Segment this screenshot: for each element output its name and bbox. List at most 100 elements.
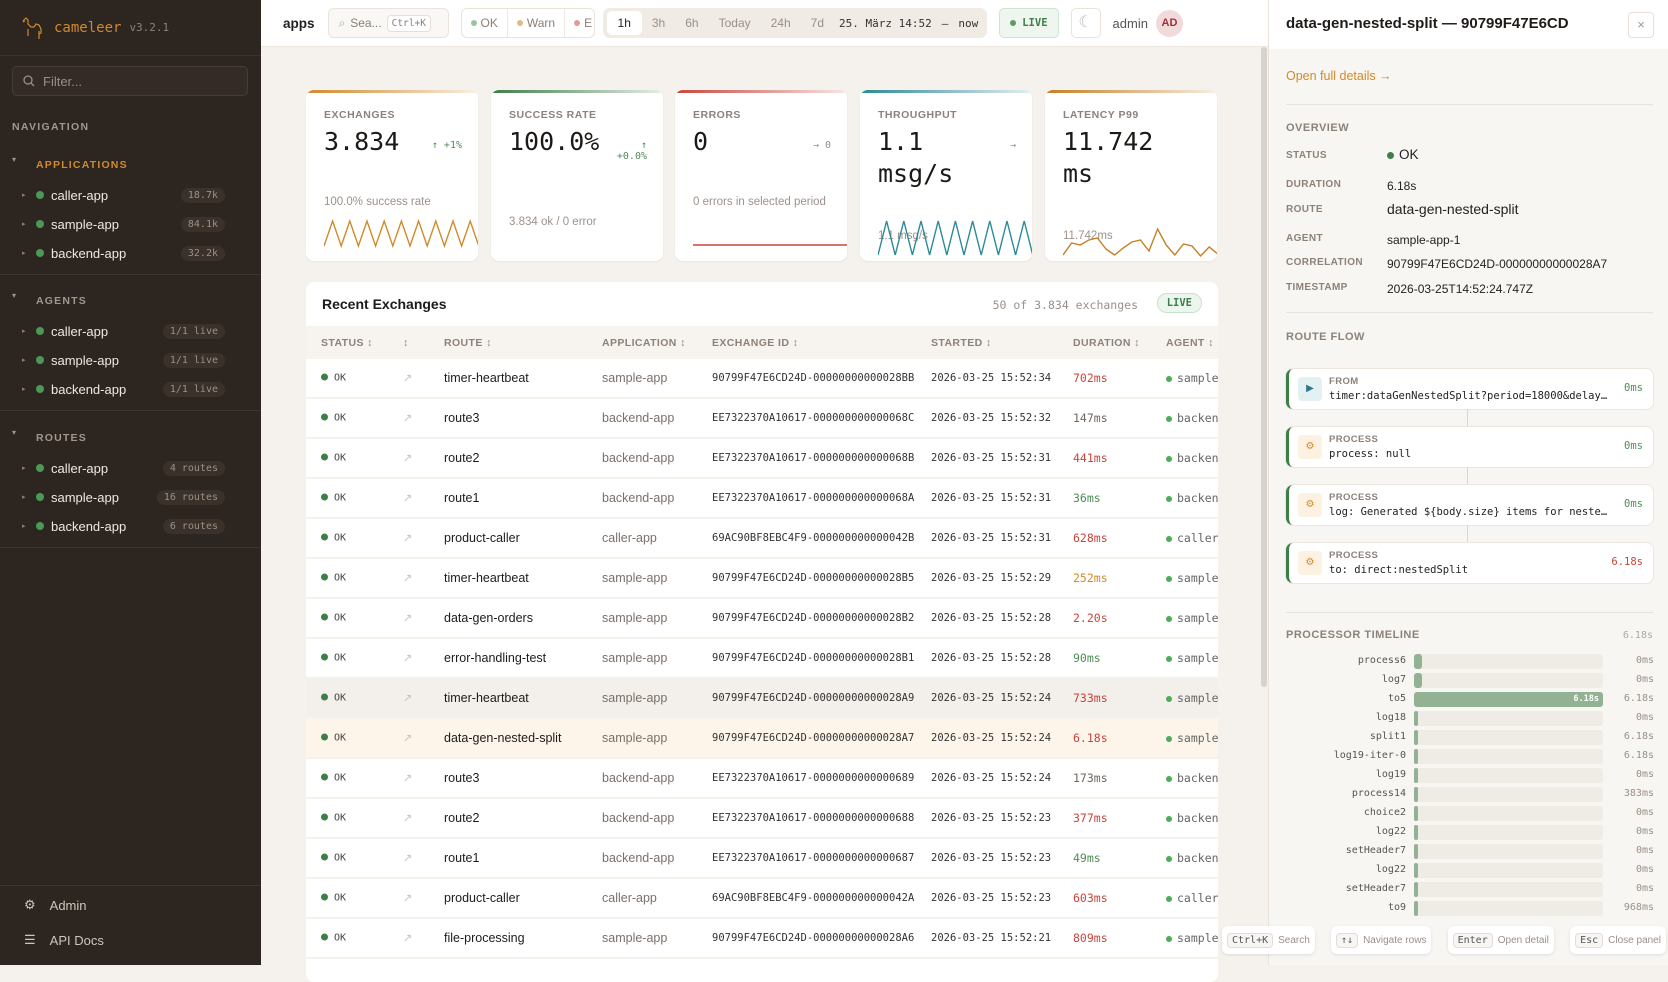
avatar[interactable]: AD [1155, 9, 1183, 37]
main-scrollbar[interactable] [1261, 47, 1267, 687]
sidebar-item-caller-app[interactable]: ▸ caller-app 1/1 live [0, 318, 261, 344]
sidebar-api-docs[interactable]: ☰ API Docs [24, 932, 104, 948]
time-range-3h[interactable]: 3h [651, 16, 666, 30]
status-filter-e[interactable]: E [565, 9, 593, 37]
collapse-caret-icon[interactable]: ▾ [12, 155, 17, 164]
breadcrumb[interactable]: apps [283, 15, 315, 31]
table-row[interactable]: OK ↗ route1 backend-app EE7322370A10617-… [306, 839, 1218, 879]
time-range-6h[interactable]: 6h [685, 16, 699, 30]
expand-caret-icon[interactable]: ▸ [22, 357, 26, 364]
live-toggle[interactable]: LIVE [999, 8, 1059, 38]
sidebar-item-backend-app[interactable]: ▸ backend-app 32.2k [0, 240, 261, 266]
column-header[interactable]: ROUTE ↕ [444, 336, 492, 349]
timeline-row[interactable]: choice2 0ms [1269, 804, 1668, 822]
table-row[interactable]: OK ↗ error-handling-test sample-app 9079… [306, 639, 1218, 679]
sidebar-item-caller-app[interactable]: ▸ caller-app 18.7k [0, 182, 261, 208]
brand[interactable]: cameleer v3.2.1 [0, 0, 261, 56]
timeline-row[interactable]: setHeader7 0ms [1269, 880, 1668, 898]
close-panel-button[interactable]: × [1628, 12, 1654, 38]
timeline-row[interactable]: setHeader7 0ms [1269, 842, 1668, 860]
sidebar-item-backend-app[interactable]: ▸ backend-app 1/1 live [0, 376, 261, 402]
status-filter-ok[interactable]: OK [462, 9, 508, 37]
range-sep[interactable]: — [941, 16, 949, 30]
sidebar-item-sample-app[interactable]: ▸ sample-app 84.1k [0, 211, 261, 237]
open-link-icon[interactable]: ↗ [403, 932, 413, 945]
table-row[interactable]: OK ↗ route1 backend-app EE7322370A10617-… [306, 479, 1218, 519]
open-link-icon[interactable]: ↗ [403, 772, 413, 785]
table-row[interactable]: OK ↗ route2 backend-app EE7322370A10617-… [306, 799, 1218, 839]
open-link-icon[interactable]: ↗ [403, 852, 413, 865]
expand-caret-icon[interactable]: ▸ [22, 328, 26, 335]
table-row[interactable]: OK ↗ timer-heartbeat sample-app 90799F47… [306, 559, 1218, 599]
table-row[interactable]: OK ↗ product-caller caller-app 69AC90BF8… [306, 519, 1218, 559]
timeline-row[interactable]: log19 0ms [1269, 766, 1668, 784]
open-link-icon[interactable]: ↗ [403, 532, 413, 545]
sidebar-item-sample-app[interactable]: ▸ sample-app 16 routes [0, 484, 261, 510]
theme-toggle-moon-icon[interactable]: ☾ [1070, 8, 1101, 38]
expand-caret-icon[interactable]: ▸ [22, 221, 26, 228]
timeline-row[interactable]: to5 6.18s 6.18s [1269, 690, 1668, 708]
table-row[interactable]: OK ↗ timer-heartbeat sample-app 90799F47… [306, 679, 1218, 719]
timeline-row[interactable]: process6 0ms [1269, 652, 1668, 670]
open-link-icon[interactable]: ↗ [403, 612, 413, 625]
expand-caret-icon[interactable]: ▸ [22, 250, 26, 257]
time-range-1h[interactable]: 1h [606, 11, 642, 35]
open-link-icon[interactable]: ↗ [403, 572, 413, 585]
open-link-icon[interactable]: ↗ [403, 692, 413, 705]
flow-step[interactable]: ⚙ PROCESS log: Generated ${body.size} it… [1286, 485, 1653, 525]
table-row[interactable]: OK ↗ file-processing sample-app 90799F47… [306, 919, 1218, 959]
expand-caret-icon[interactable]: ▸ [22, 192, 26, 199]
sidebar-filter-input[interactable]: Filter... [12, 66, 248, 96]
open-link-icon[interactable]: ↗ [403, 452, 413, 465]
kpi-card-success-rate[interactable]: SUCCESS RATE 100.0% ↑ +0.0% 3.834 ok / 0… [491, 90, 663, 261]
column-header[interactable]: EXCHANGE ID ↕ [712, 336, 799, 349]
sidebar-item-sample-app[interactable]: ▸ sample-app 1/1 live [0, 347, 261, 373]
collapse-caret-icon[interactable]: ▾ [12, 428, 17, 437]
expand-caret-icon[interactable]: ▸ [22, 465, 26, 472]
search-input[interactable]: ⌕ Sea... Ctrl+K [327, 8, 449, 38]
kpi-card-errors[interactable]: ERRORS 0 → 0 0 errors in selected period [675, 90, 847, 261]
sidebar-item-backend-app[interactable]: ▸ backend-app 6 routes [0, 513, 261, 539]
timeline-row[interactable]: to9 968ms [1269, 899, 1668, 917]
table-row[interactable]: OK ↗ data-gen-orders sample-app 90799F47… [306, 599, 1218, 639]
open-link-icon[interactable]: ↗ [403, 412, 413, 425]
column-header[interactable]: DURATION ↕ [1073, 336, 1140, 349]
timeline-row[interactable]: log22 0ms [1269, 861, 1668, 879]
status-filter-warn[interactable]: Warn [508, 9, 566, 37]
open-link-icon[interactable]: ↗ [403, 372, 413, 385]
range-from[interactable]: 25. März 14:52 [839, 16, 932, 30]
flow-step[interactable]: ⚙ PROCESS to: direct:nestedSplit 6.18s [1286, 543, 1653, 583]
table-row[interactable]: OK ↗ route2 backend-app EE7322370A10617-… [306, 439, 1218, 479]
column-header[interactable]: STARTED ↕ [931, 336, 992, 349]
open-link-icon[interactable]: ↗ [403, 732, 413, 745]
flow-step[interactable]: ▶ FROM timer:dataGenNestedSplit?period=1… [1286, 369, 1653, 409]
time-range-7d[interactable]: 7d [810, 16, 825, 30]
timeline-row[interactable]: log7 0ms [1269, 671, 1668, 689]
time-range-24h[interactable]: 24h [770, 16, 791, 30]
user-name[interactable]: admin [1112, 15, 1148, 31]
column-header[interactable]: APPLICATION ↕ [602, 336, 686, 349]
column-header[interactable]: STATUS ↕ [321, 336, 373, 349]
timeline-row[interactable]: split1 6.18s [1269, 728, 1668, 746]
open-full-details-link[interactable]: Open full details → [1286, 69, 1392, 83]
kpi-card-throughput[interactable]: THROUGHPUT 1.1 msg/s → 1.1 msg/s [860, 90, 1032, 261]
table-row[interactable]: OK ↗ route3 backend-app EE7322370A10617-… [306, 759, 1218, 799]
expand-caret-icon[interactable]: ▸ [22, 386, 26, 393]
open-link-icon[interactable]: ↗ [403, 652, 413, 665]
table-row[interactable]: OK ↗ timer-heartbeat sample-app 90799F47… [306, 359, 1218, 399]
table-row[interactable]: OK ↗ route3 backend-app EE7322370A10617-… [306, 399, 1218, 439]
kpi-card-latency-p99[interactable]: LATENCY P99 11.742 ms 11.742ms [1045, 90, 1217, 261]
collapse-caret-icon[interactable]: ▾ [12, 291, 17, 300]
range-to[interactable]: now [958, 16, 979, 30]
flow-step[interactable]: ⚙ PROCESS process: null 0ms [1286, 427, 1653, 467]
open-link-icon[interactable]: ↗ [403, 892, 413, 905]
sidebar-item-caller-app[interactable]: ▸ caller-app 4 routes [0, 455, 261, 481]
table-row[interactable]: OK ↗ product-caller caller-app 69AC90BF8… [306, 879, 1218, 919]
open-link-icon[interactable]: ↗ [403, 492, 413, 505]
expand-caret-icon[interactable]: ▸ [22, 494, 26, 501]
table-row[interactable]: OK ↗ data-gen-nested-split sample-app 90… [306, 719, 1218, 759]
timeline-row[interactable]: log22 0ms [1269, 823, 1668, 841]
time-range-today[interactable]: Today [718, 16, 751, 30]
group-agents[interactable]: AGENTS [36, 295, 87, 307]
group-applications[interactable]: APPLICATIONS [36, 159, 128, 171]
